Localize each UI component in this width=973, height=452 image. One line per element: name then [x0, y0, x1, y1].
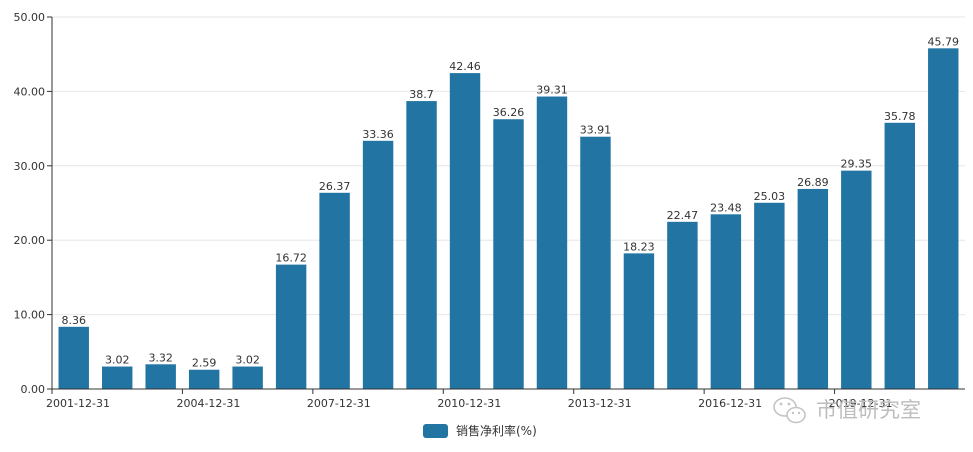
data-label: 26.37: [319, 180, 351, 193]
bar[interactable]: [319, 192, 350, 389]
wechat-icon: [773, 397, 806, 424]
bar[interactable]: [536, 96, 568, 389]
legend-swatch[interactable]: [423, 424, 448, 438]
data-label: 16.72: [275, 252, 307, 265]
y-tick-label: 20.00: [14, 234, 46, 247]
data-labels: 8.36 3.02 3.32 2.59 3.02 16.72 26.37 33.36 38.7 4…: [61, 35, 959, 369]
legend-label[interactable]: 销售净利率(%): [456, 423, 537, 438]
x-tick-label: 2004-12-31: [176, 397, 240, 410]
data-label: 23.48: [710, 201, 742, 214]
watermark-text: 市值研究室: [816, 398, 921, 422]
data-label: 25.03: [754, 190, 786, 203]
bar[interactable]: [841, 170, 872, 389]
bar[interactable]: [188, 369, 220, 389]
data-label: 3.02: [235, 354, 260, 367]
data-label: 39.31: [536, 84, 568, 97]
x-tick-label: 2016-12-31: [698, 397, 762, 410]
bar[interactable]: [710, 214, 742, 389]
bar[interactable]: [928, 48, 959, 390]
data-label: 33.91: [580, 124, 612, 137]
bar[interactable]: [797, 188, 829, 389]
data-label: 38.7: [409, 88, 434, 101]
data-label: 3.32: [148, 351, 173, 364]
data-label: 36.26: [493, 106, 525, 119]
bar[interactable]: [275, 264, 307, 389]
y-tick-label: 0.00: [21, 383, 46, 396]
bar[interactable]: [754, 202, 785, 389]
data-label: 42.46: [449, 60, 481, 73]
data-label: 29.35: [841, 158, 873, 171]
x-tick-label: 2013-12-31: [568, 397, 632, 410]
legend[interactable]: 销售净利率(%): [423, 423, 537, 438]
bar[interactable]: [493, 119, 524, 390]
y-tick-label: 40.00: [14, 85, 46, 98]
y-tick-label: 30.00: [14, 160, 46, 173]
watermark: 市值研究室: [773, 397, 921, 424]
bar[interactable]: [580, 136, 611, 389]
bar[interactable]: [101, 366, 133, 389]
data-label: 35.78: [884, 110, 916, 123]
bar[interactable]: [406, 101, 437, 390]
data-label: 26.89: [797, 176, 829, 189]
data-label: 18.23: [623, 240, 655, 253]
bar[interactable]: [145, 364, 176, 389]
data-label: 33.36: [362, 128, 394, 141]
x-tick-label: 2010-12-31: [437, 397, 501, 410]
data-label: 8.36: [61, 314, 86, 327]
bar[interactable]: [362, 140, 394, 389]
data-label: 45.79: [928, 35, 960, 48]
x-tick-label: 2019-12-31: [829, 397, 893, 410]
data-label: 2.59: [192, 357, 217, 370]
y-tick-label: 10.00: [14, 309, 46, 322]
bar[interactable]: [667, 221, 698, 389]
bar[interactable]: [884, 122, 916, 389]
x-tick-label: 2001-12-31: [46, 397, 110, 410]
x-tick-label: 2007-12-31: [307, 397, 371, 410]
y-tick-label: 50.00: [14, 11, 46, 24]
data-label: 22.47: [667, 209, 699, 222]
bar[interactable]: [449, 73, 481, 390]
bar[interactable]: [58, 326, 89, 389]
data-label: 3.02: [105, 354, 130, 367]
bar[interactable]: [232, 366, 263, 389]
bar[interactable]: [623, 253, 655, 389]
bars: [58, 48, 959, 390]
axes: 0.00 10.00 20.00 30.00 40.00 50.00 2001-12-31 2…: [14, 11, 965, 410]
